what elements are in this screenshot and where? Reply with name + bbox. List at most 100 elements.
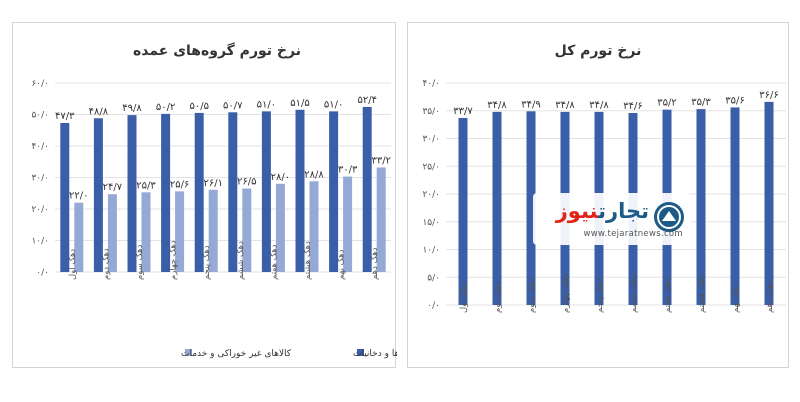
chart-title: نرخ تورم کل — [555, 43, 642, 59]
data-label: ۲۵/۳ — [136, 180, 156, 191]
data-label: ۵۱/۵ — [290, 98, 309, 109]
category-label: دهک چهارم — [169, 240, 179, 280]
watermark-logo-part1: تجارت — [598, 199, 649, 223]
bar — [127, 115, 137, 272]
y-tick-label: ۲۰/۰ — [422, 190, 440, 200]
bar — [696, 109, 706, 306]
major-groups-chart-panel: نرخ تورم گروه‌های عمده ۰/۰ ۱۰/۰ ۲۰/۰ ۳۰/۰ ۴۰/… — [12, 22, 397, 368]
y-tick-label: ۰/۰ — [427, 301, 440, 311]
y-tick-label: ۱۰/۰ — [422, 246, 440, 256]
bar — [458, 117, 468, 305]
category-label: دهک پنجم — [202, 245, 212, 280]
legend-entry: خوراکی ها، آشامیدنی ها و دخانیات — [353, 347, 397, 359]
bar — [141, 192, 151, 272]
category-label: دهک پنجم — [595, 278, 605, 313]
y-tick-label: ۰/۰ — [36, 268, 49, 278]
chart-title: نرخ تورم گروه‌های عمده — [133, 42, 301, 59]
category-label: دهک هفتم — [269, 244, 279, 280]
data-label: ۳۳/۷ — [453, 106, 473, 117]
bar — [730, 107, 740, 305]
data-label: ۲۲/۰ — [69, 191, 88, 202]
data-label: ۲۶/۱ — [203, 178, 222, 189]
data-label: ۳۴/۸ — [487, 100, 507, 111]
data-label: ۴۹/۸ — [122, 103, 142, 114]
y-tick-label: ۴۰/۰ — [31, 142, 49, 152]
bar — [208, 189, 218, 272]
y-tick-label: ۵۰/۰ — [31, 111, 49, 121]
legend-swatch — [357, 349, 364, 356]
tejaratnews-logo-icon — [654, 202, 684, 232]
bar — [93, 118, 103, 272]
y-tick-label: ۶۰/۰ — [31, 79, 49, 89]
data-label: ۲۸/۰ — [271, 172, 290, 183]
y-tick-label: ۳۰/۰ — [31, 174, 49, 184]
bar — [228, 112, 238, 272]
data-label: ۳۵/۲ — [657, 98, 676, 109]
y-tick-label: ۱۵/۰ — [422, 218, 440, 228]
category-label: دهک دوم — [101, 248, 111, 280]
category-label: دهک دهم — [765, 280, 775, 313]
y-tick-label: ۲۵/۰ — [422, 162, 440, 172]
bar — [492, 111, 502, 305]
data-label: ۳۵/۶ — [725, 95, 744, 106]
bar — [329, 111, 339, 272]
data-label: ۴۸/۸ — [89, 106, 109, 117]
bar — [175, 191, 185, 272]
data-label: ۲۵/۶ — [170, 179, 189, 190]
data-label: ۲۶/۵ — [237, 177, 256, 188]
total-inflation-chart-panel: نرخ تورم کل ۰/۰ ۵/۰ ۱۰/۰ ۱۵/۰ ۲۰/۰ ۲۵/۰ ۳۰/۰ ۳۵/… — [407, 22, 789, 368]
data-label: ۳۴/۸ — [589, 100, 609, 111]
total-inflation-chart: نرخ تورم کل ۰/۰ ۵/۰ ۱۰/۰ ۱۵/۰ ۲۰/۰ ۲۵/۰ ۳۰/۰ ۳۵/… — [422, 43, 786, 313]
data-label: ۴۷/۳ — [55, 111, 75, 122]
data-label: ۳۴/۸ — [555, 100, 575, 111]
bar — [275, 183, 285, 272]
data-label: ۳۵/۳ — [691, 97, 711, 108]
category-label: دهک ششم — [236, 241, 246, 280]
category-label: دهک دهم — [370, 247, 380, 280]
data-label: ۵۱/۰ — [257, 99, 276, 110]
bar — [74, 202, 84, 272]
data-label: ۵۲/۴ — [357, 95, 376, 106]
y-tick-label: ۳۵/۰ — [422, 107, 440, 117]
category-label: دهک هشتم — [303, 241, 313, 280]
watermark-url: www.tejaratnews.com — [583, 229, 683, 239]
y-tick-label: ۵/۰ — [427, 273, 440, 283]
data-label: ۳۰/۳ — [338, 165, 358, 176]
legend-swatch — [185, 349, 192, 356]
watermark: تجارتنیوز www.tejaratnews.com — [533, 193, 691, 245]
chart-content: نرخ تورم کل ۰/۰ ۵/۰ ۱۰/۰ ۱۵/۰ ۲۰/۰ ۲۵/۰ ۳۰/۰ ۳۵/… — [422, 43, 786, 313]
data-label: ۵۰/۵ — [189, 101, 208, 112]
bar — [309, 181, 319, 272]
category-label: دهک اول — [459, 282, 469, 313]
category-label: دهک دوم — [493, 281, 503, 313]
bar — [526, 111, 536, 306]
bar — [362, 106, 372, 272]
category-label: دهک سوم — [135, 244, 145, 280]
bar — [161, 113, 171, 273]
data-label: ۵۰/۲ — [156, 102, 175, 113]
data-label: ۲۸/۸ — [304, 169, 324, 180]
bar — [107, 194, 117, 272]
data-label: ۳۶/۶ — [759, 90, 778, 101]
bar — [194, 112, 204, 272]
bar — [295, 109, 305, 273]
bar — [242, 188, 252, 272]
category-label: دهک ششم — [629, 274, 639, 313]
bar — [764, 101, 774, 306]
category-label: دهک اول — [68, 249, 78, 280]
category-label: دهک هشتم — [697, 274, 707, 313]
category-label: دهک نهم — [337, 249, 347, 280]
data-label: ۳۳/۲ — [371, 155, 390, 166]
y-tick-label: ۴۰/۰ — [422, 79, 440, 89]
data-label: ۳۴/۶ — [623, 101, 642, 112]
data-label: ۵۰/۷ — [223, 100, 243, 111]
major-groups-chart: نرخ تورم گروه‌های عمده ۰/۰ ۱۰/۰ ۲۰/۰ ۳۰/۰ ۴۰/… — [31, 42, 397, 359]
bar — [376, 167, 386, 272]
legend-entry: کالاهای غیر خوراکی و خدمات — [181, 349, 292, 359]
chart-content: نرخ تورم گروه‌های عمده ۰/۰ ۱۰/۰ ۲۰/۰ ۳۰/۰ ۴۰/… — [31, 42, 397, 359]
watermark-logo-part2: نیوز — [555, 199, 599, 223]
y-tick-label: ۱۰/۰ — [31, 237, 49, 247]
bar — [343, 176, 353, 272]
bar — [60, 123, 70, 272]
data-label: ۵۱/۰ — [324, 99, 343, 110]
